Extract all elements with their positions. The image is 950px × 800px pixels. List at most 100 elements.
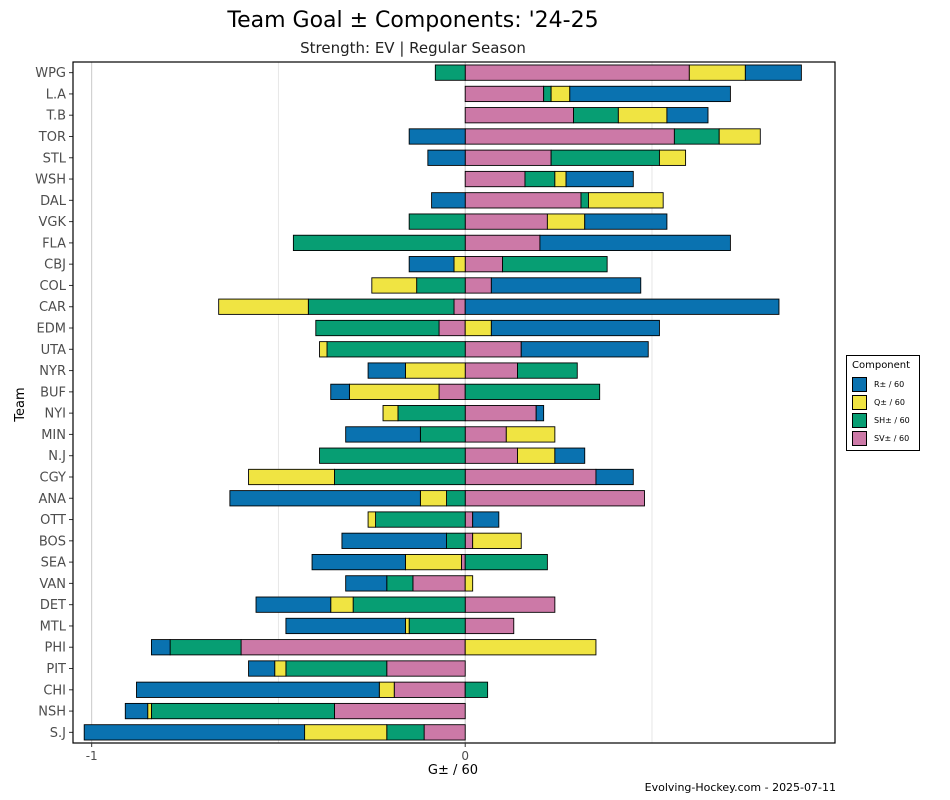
bar-la-q <box>550 85 571 103</box>
bar-mtl-sh <box>408 617 466 635</box>
y-tick-label: UTA <box>41 343 66 358</box>
bar-tor-sv <box>464 128 675 145</box>
bar-nsh-sh <box>150 702 335 720</box>
x-axis-label: G± / 60 <box>428 763 478 778</box>
bar-bos-sh <box>446 532 466 549</box>
bar-det-sv <box>464 596 556 613</box>
bar-pit-q <box>274 660 287 677</box>
bar-la-sh <box>543 85 552 103</box>
legend-label-q: Q± / 60 <box>874 397 905 407</box>
bar-cbj-sv <box>464 256 504 273</box>
bar-ott-r <box>472 511 500 528</box>
y-tick-label: TOR <box>38 130 66 145</box>
y-tick-label: T.B <box>46 109 66 124</box>
bar-uta-sh <box>326 341 466 358</box>
y-tick-label: L.A <box>46 87 66 102</box>
bar-car-q <box>218 298 309 315</box>
bar-wsh-sh <box>524 170 556 188</box>
bar-wpg-r <box>744 64 802 81</box>
bar-wsh-sv <box>464 170 526 188</box>
bar-vgk-q <box>546 213 586 230</box>
x-tick-label: -1 <box>86 749 98 763</box>
bar-nyr-r <box>367 362 406 379</box>
bar-cgy-sh <box>334 468 466 486</box>
bar-la-r <box>569 85 731 103</box>
bar-sj-q <box>304 724 388 741</box>
bar-la-sv <box>464 85 545 103</box>
bar-tb-sh <box>573 107 619 124</box>
legend-swatch-q <box>852 394 867 410</box>
legend-label-sh: SH± / 60 <box>874 415 910 425</box>
y-tick-label: DAL <box>40 194 67 209</box>
y-axis-label: Team <box>13 387 28 422</box>
bar-nyi-q <box>382 405 399 422</box>
bar-ott-sh <box>375 511 466 528</box>
y-tick-label: DET <box>40 598 66 613</box>
bar-tor-r <box>408 128 466 145</box>
bar-buf-sv <box>438 383 466 400</box>
bar-edm-sh <box>315 319 440 337</box>
bar-sea-r <box>311 553 406 571</box>
bar-tb-r <box>666 107 709 124</box>
bar-min-sv <box>464 426 507 443</box>
bar-fla-sh <box>292 234 466 252</box>
y-tick-label: NSH <box>38 705 66 720</box>
bar-cgy-q <box>248 468 335 486</box>
bar-cbj-r <box>408 256 455 273</box>
bar-tor-q <box>718 128 761 145</box>
bar-nj-q <box>517 447 556 464</box>
bar-chi-sv <box>393 681 466 698</box>
x-tick-label: 0 <box>461 749 469 763</box>
bar-pit-sv <box>386 660 466 677</box>
bar-nyi-sv <box>464 405 537 422</box>
y-tick-label: SEA <box>41 556 66 571</box>
bar-det-q <box>330 596 354 613</box>
bar-ana-sh <box>446 490 466 507</box>
bar-nsh-q <box>147 702 152 720</box>
bar-cgy-r <box>595 468 634 486</box>
y-tick-label: CHI <box>43 683 66 698</box>
bar-uta-sv <box>464 341 522 358</box>
bar-sea-q <box>404 553 462 571</box>
bar-sea-sv <box>461 553 466 571</box>
bar-col-sv <box>464 277 492 294</box>
bar-col-q <box>371 277 418 294</box>
bar-edm-q <box>464 319 492 337</box>
bar-min-sh <box>419 426 466 443</box>
bar-buf-q <box>348 383 440 400</box>
chart-subtitle: Strength: EV | Regular Season <box>300 39 526 57</box>
bar-buf-r <box>330 383 350 400</box>
bar-tb-sv <box>464 107 574 124</box>
bar-buf-sh <box>464 383 601 400</box>
bar-nj-sh <box>319 447 466 464</box>
y-tick-label: PHI <box>45 641 66 656</box>
bar-phi-sv <box>240 639 466 656</box>
bar-chi-q <box>378 681 395 698</box>
legend-swatch-r <box>852 376 867 392</box>
bar-wpg-sv <box>464 64 690 81</box>
legend-item-sh: SH± / 60 <box>852 412 910 428</box>
bar-car-sv <box>453 298 466 315</box>
bar-nsh-sv <box>334 702 466 720</box>
bar-car-sh <box>307 298 455 315</box>
bar-cbj-sh <box>502 256 608 273</box>
bar-sj-sh <box>386 724 425 741</box>
bar-ana-q <box>419 490 447 507</box>
bar-wpg-sh <box>434 64 466 81</box>
chart-legend: Component R± / 60 Q± / 60 SH± / 60 SV± /… <box>846 355 920 451</box>
y-tick-label: WPG <box>35 66 66 81</box>
y-tick-label: BUF <box>40 385 66 400</box>
y-tick-label: PIT <box>46 662 66 677</box>
bar-van-sv <box>412 575 466 592</box>
chart-title: Team Goal ± Components: '24-25 <box>227 8 599 33</box>
bar-cgy-sv <box>464 468 597 486</box>
bar-wpg-q <box>688 64 746 81</box>
bar-nyr-q <box>404 362 466 379</box>
bar-stl-sh <box>550 149 660 166</box>
bar-bos-sv <box>464 532 474 549</box>
plot-panel-border <box>72 61 836 744</box>
y-tick-label: S.J <box>50 726 66 741</box>
bar-pit-r <box>248 660 276 677</box>
y-tick-label: MTL <box>40 619 67 634</box>
